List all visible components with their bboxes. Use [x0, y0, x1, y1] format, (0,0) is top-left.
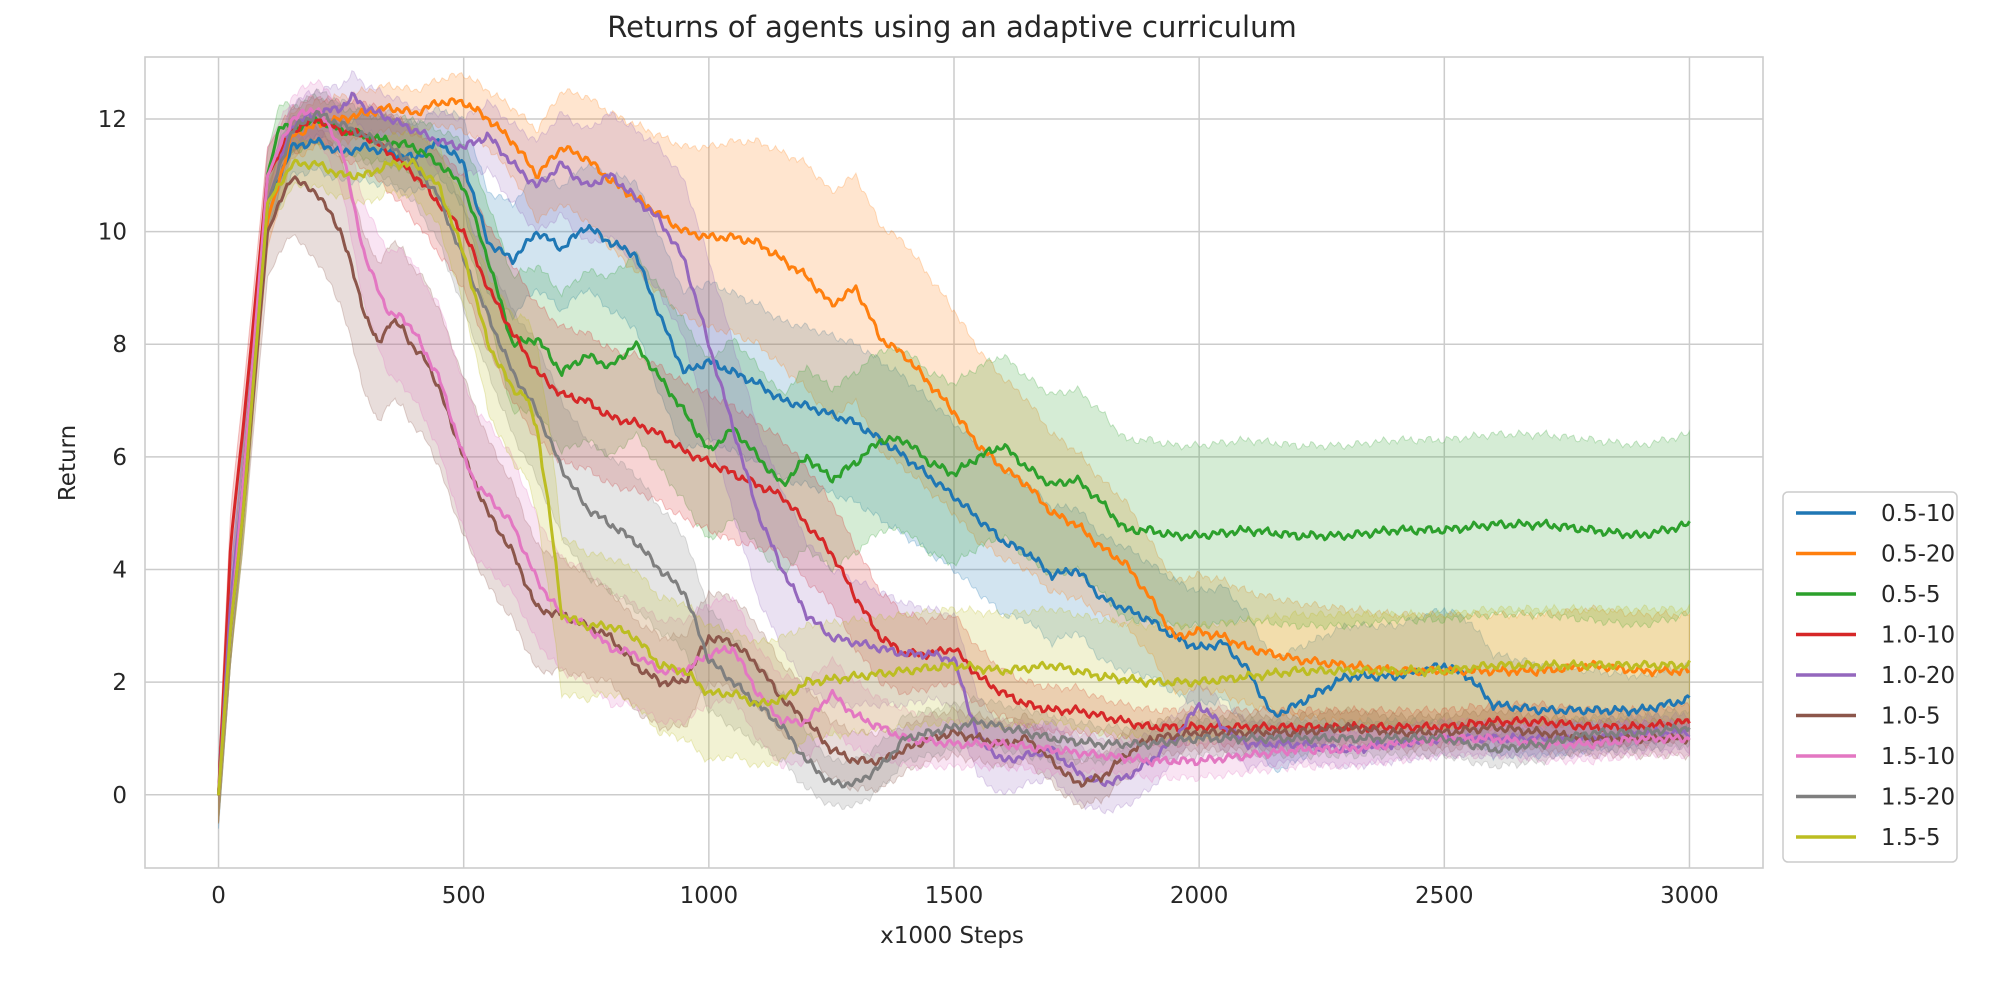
y-tick-labels: 0 2 4 6 8 10 12	[98, 107, 127, 809]
legend-label: 0.5-10	[1881, 501, 1955, 527]
legend-label: 0.5-5	[1881, 582, 1941, 608]
y-axis-label: Return	[55, 425, 81, 501]
legend-label: 1.0-5	[1881, 704, 1941, 730]
series-band-1.5-5	[218, 124, 1690, 824]
legend: 0.5-10 0.5-20 0.5-5 1.0-10 1.0-20 1.0-5 1.5-10…	[1782, 491, 1958, 863]
series-band-1.5-10	[218, 78, 1690, 824]
y-tick-label: 0	[112, 783, 127, 809]
legend-item-1.5-5: 1.5-5	[1796, 825, 1941, 851]
y-tick-label: 12	[98, 107, 127, 133]
series-line-1.0-10	[217, 116, 1691, 795]
x-tick-label: 2000	[1170, 883, 1229, 909]
series-line-0.5-10	[217, 136, 1691, 795]
plot-frame	[144, 56, 1764, 869]
x-tick-label: 500	[442, 883, 486, 909]
x-tick-label: 3000	[1660, 883, 1719, 909]
series-line-1.5-20	[217, 109, 1691, 795]
series-band-0.5-20	[218, 72, 1690, 823]
series-line-1.5-5	[217, 157, 1691, 796]
legend-item-1.0-20: 1.0-20	[1796, 663, 1955, 689]
series-band-0.5-10	[218, 105, 1690, 829]
series-band-0.5-5	[218, 93, 1690, 823]
series-band-1.0-5	[218, 118, 1690, 824]
legend-label: 1.0-10	[1881, 623, 1955, 649]
x-tick-label: 1000	[680, 883, 739, 909]
legend-item-1.0-10: 1.0-10	[1796, 623, 1955, 649]
legend-label: 1.0-20	[1881, 663, 1955, 689]
legend-item-0.5-10: 0.5-10	[1796, 501, 1955, 527]
legend-item-0.5-20: 0.5-20	[1796, 542, 1955, 568]
chart-title: Returns of agents using an adaptive curr…	[607, 10, 1297, 44]
legend-item-0.5-5: 0.5-5	[1796, 582, 1941, 608]
legend-item-1.0-5: 1.0-5	[1796, 704, 1941, 730]
x-axis-label: x1000 Steps	[880, 923, 1024, 949]
legend-label: 1.5-20	[1881, 785, 1955, 811]
x-tick-label: 0	[211, 883, 226, 909]
legend-label: 0.5-20	[1881, 542, 1955, 568]
y-tick-label: 6	[112, 445, 127, 471]
series-line-0.5-5	[217, 115, 1691, 795]
y-tick-label: 8	[112, 332, 127, 358]
legend-label: 1.5-10	[1881, 744, 1955, 770]
legend-label: 1.5-5	[1881, 825, 1941, 851]
legend-item-1.5-10: 1.5-10	[1796, 744, 1955, 770]
series-line-1.5-10	[217, 107, 1691, 796]
y-tick-label: 4	[112, 558, 127, 584]
legend-item-1.5-20: 1.5-20	[1796, 785, 1955, 811]
x-tick-labels: 0 500 1000 1500 2000 2500 3000	[211, 883, 1719, 909]
series-lines	[217, 91, 1691, 796]
legend-box	[1782, 491, 1958, 863]
y-tick-label: 2	[112, 670, 127, 696]
series-band-1.5-20	[218, 88, 1690, 823]
series-band-1.0-10	[218, 94, 1690, 823]
x-tick-label: 1500	[925, 883, 984, 909]
y-tick-label: 10	[98, 220, 127, 246]
x-tick-label: 2500	[1415, 883, 1474, 909]
